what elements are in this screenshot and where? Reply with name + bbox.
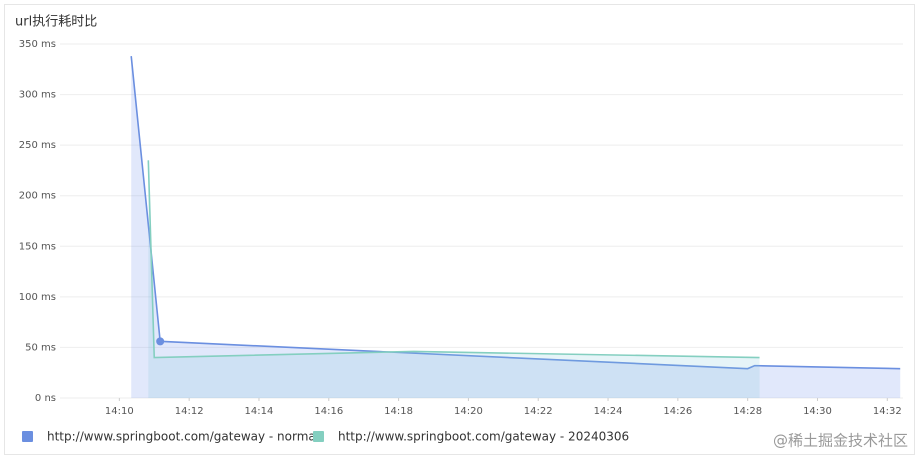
watermark: @稀土掘金技术社区 xyxy=(773,432,908,450)
x-tick-label: 14:22 xyxy=(524,406,553,417)
x-tick-label: 14:24 xyxy=(594,406,623,417)
x-tick-label: 14:28 xyxy=(733,406,762,417)
area xyxy=(148,160,760,398)
x-tick-label: 14:16 xyxy=(314,406,343,417)
chart-title: url执行耗时比 xyxy=(15,15,97,30)
y-tick-label: 350 ms xyxy=(19,39,56,50)
x-tick-label: 14:12 xyxy=(175,406,204,417)
x-tick-label: 14:30 xyxy=(803,406,832,417)
x-tick-label: 14:20 xyxy=(454,406,483,417)
y-tick-label: 100 ms xyxy=(19,292,56,303)
y-tick-label: 250 ms xyxy=(19,140,56,151)
x-tick-label: 14:14 xyxy=(245,406,274,417)
x-tick-label: 14:32 xyxy=(873,406,902,417)
line xyxy=(147,160,760,359)
y-tick-label: 150 ms xyxy=(19,241,56,252)
y-tick-label: 200 ms xyxy=(19,191,56,202)
legend-label[interactable]: http://www.springboot.com/gateway - 2024… xyxy=(338,430,629,444)
panel xyxy=(4,4,915,455)
y-tick-label: 0 ns xyxy=(35,393,56,404)
legend-swatch[interactable] xyxy=(22,431,33,442)
legend-label[interactable]: http://www.springboot.com/gateway - norm… xyxy=(47,430,319,444)
hover-point xyxy=(156,337,165,346)
x-tick-label: 14:18 xyxy=(384,406,413,417)
y-tick-label: 50 ms xyxy=(25,342,56,353)
legend-swatch[interactable] xyxy=(313,431,324,442)
area xyxy=(131,56,901,398)
y-tick-label: 300 ms xyxy=(19,90,56,101)
x-tick-label: 14:10 xyxy=(105,406,134,417)
x-tick-label: 14:26 xyxy=(663,406,692,417)
